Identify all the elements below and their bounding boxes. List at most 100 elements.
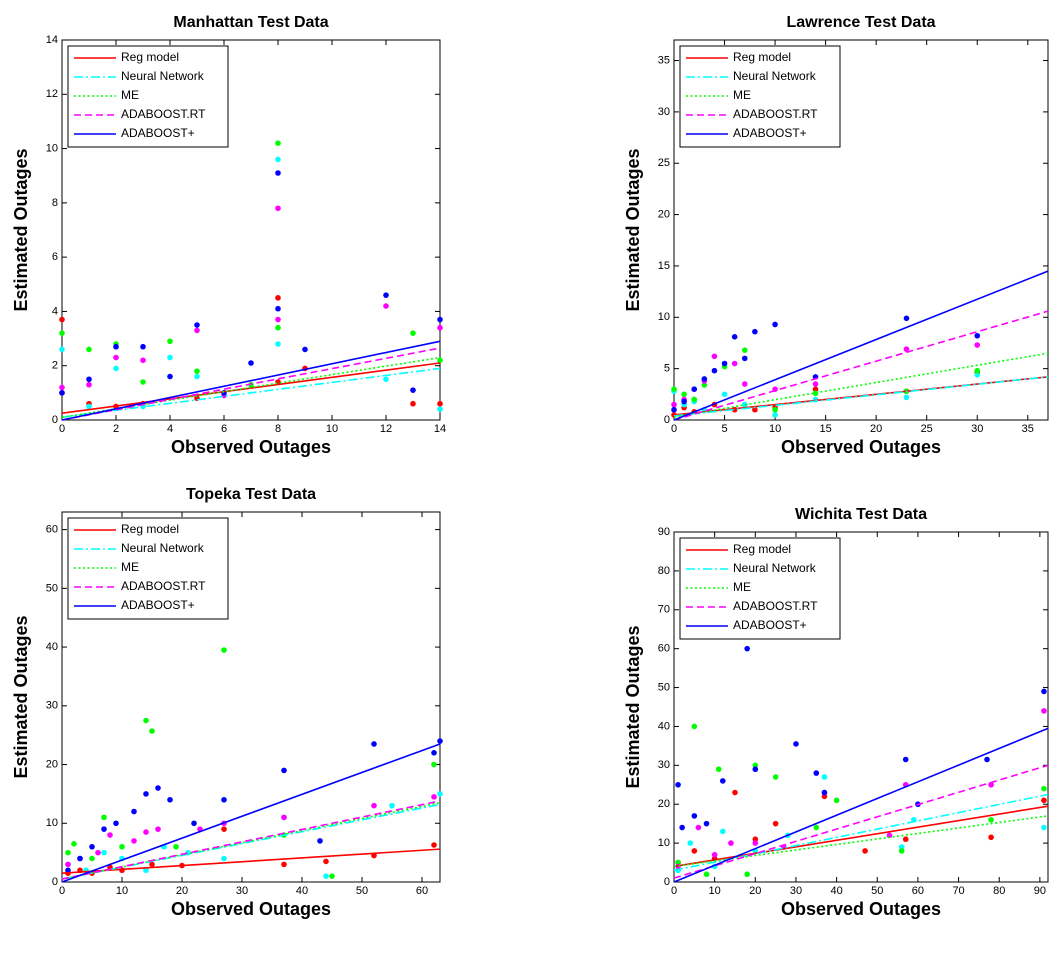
y-tick-label: 20	[658, 209, 670, 221]
y-tick-label: 80	[658, 565, 670, 577]
data-point	[974, 372, 981, 378]
data-point	[681, 391, 687, 398]
x-tick-label: 20	[749, 885, 761, 897]
data-point	[902, 836, 909, 843]
x-tick-label: 15	[819, 423, 831, 435]
data-point	[281, 814, 287, 821]
x-tick-label: 0	[59, 423, 65, 435]
data-point	[772, 820, 779, 827]
data-point	[731, 334, 738, 340]
x-tick-label: 35	[1022, 423, 1034, 435]
legend-box	[679, 537, 841, 640]
data-point	[715, 766, 722, 773]
fit-line	[61, 347, 441, 421]
data-point	[194, 368, 200, 374]
y-tick-label: 10	[46, 142, 58, 154]
data-point	[59, 390, 65, 396]
data-point	[317, 838, 323, 844]
data-point	[221, 826, 227, 832]
data-point	[221, 647, 227, 653]
y-tick-label: 12	[46, 88, 58, 100]
y-tick-label: 8	[52, 197, 58, 209]
data-point	[821, 774, 828, 780]
data-point	[113, 354, 119, 361]
data-point	[59, 346, 65, 353]
data-point	[89, 855, 95, 862]
fit-line	[61, 800, 441, 880]
data-point	[113, 820, 119, 827]
data-point	[691, 723, 698, 730]
data-point	[741, 355, 748, 362]
data-point	[732, 789, 738, 796]
x-axis-label: Observed Outages	[781, 899, 941, 919]
x-tick-label: 60	[416, 885, 428, 897]
data-point	[679, 824, 685, 831]
x-tick-label: 50	[871, 885, 883, 897]
data-point	[898, 844, 905, 850]
fit-line	[61, 743, 441, 883]
x-tick-label: 90	[1034, 885, 1046, 897]
data-point	[302, 346, 308, 353]
data-point	[701, 382, 708, 388]
data-point	[821, 789, 828, 796]
data-point	[221, 855, 227, 862]
y-tick-label: 10	[658, 837, 670, 849]
y-tick-label: 30	[46, 700, 58, 712]
data-point	[988, 781, 994, 788]
data-point	[191, 820, 197, 827]
data-point	[772, 406, 778, 413]
y-tick-label: 2	[52, 360, 58, 372]
x-tick-label: 4	[167, 423, 173, 435]
x-tick-label: 10	[769, 423, 781, 435]
data-point	[65, 867, 71, 874]
data-point	[143, 829, 149, 835]
y-tick-label: 60	[658, 643, 670, 655]
data-point	[149, 861, 155, 868]
data-point	[695, 824, 702, 831]
data-point	[155, 785, 161, 791]
y-tick-label: 4	[52, 305, 58, 317]
data-point	[974, 332, 981, 339]
fit-line	[61, 801, 441, 880]
y-tick-label: 6	[52, 251, 58, 263]
y-tick-label: 25	[658, 157, 670, 169]
data-point	[772, 774, 779, 780]
data-point	[681, 398, 687, 405]
subplot: 0 5 10 15 20 25 30 35 0 5 10 15 20 25 30 35 Lawrence Tes…	[623, 14, 1049, 457]
data-point	[389, 802, 395, 809]
data-point	[719, 828, 726, 835]
x-tick-label: 40	[296, 885, 308, 897]
data-point	[149, 728, 155, 734]
data-point	[437, 400, 443, 407]
data-point	[194, 322, 200, 328]
data-point	[86, 346, 92, 353]
data-point	[275, 156, 281, 163]
legend-label: Neural Network	[121, 541, 205, 555]
data-point	[437, 316, 443, 323]
data-point	[65, 849, 71, 856]
data-point	[437, 324, 443, 331]
x-tick-label: 0	[671, 423, 677, 435]
y-tick-label: 14	[46, 34, 58, 46]
data-point	[143, 717, 149, 724]
y-axis-label: Estimated Outages	[623, 625, 643, 788]
y-tick-label: 20	[658, 798, 670, 810]
y-axis-label: Estimated Outages	[623, 148, 643, 311]
data-point	[275, 341, 281, 347]
legend-label: Neural Network	[733, 69, 817, 83]
x-tick-label: 10	[326, 423, 338, 435]
data-point	[59, 316, 65, 323]
fit-line	[673, 352, 1049, 418]
data-point	[275, 170, 281, 176]
data-point	[1041, 824, 1047, 831]
data-point	[140, 343, 146, 350]
legend-label: Neural Network	[733, 561, 817, 575]
data-point	[833, 797, 840, 804]
data-point	[437, 406, 443, 412]
data-point	[410, 400, 416, 407]
data-point	[898, 848, 905, 854]
data-point	[143, 791, 149, 797]
y-tick-label: 70	[658, 604, 670, 616]
data-point	[410, 387, 416, 393]
data-point	[143, 867, 149, 874]
